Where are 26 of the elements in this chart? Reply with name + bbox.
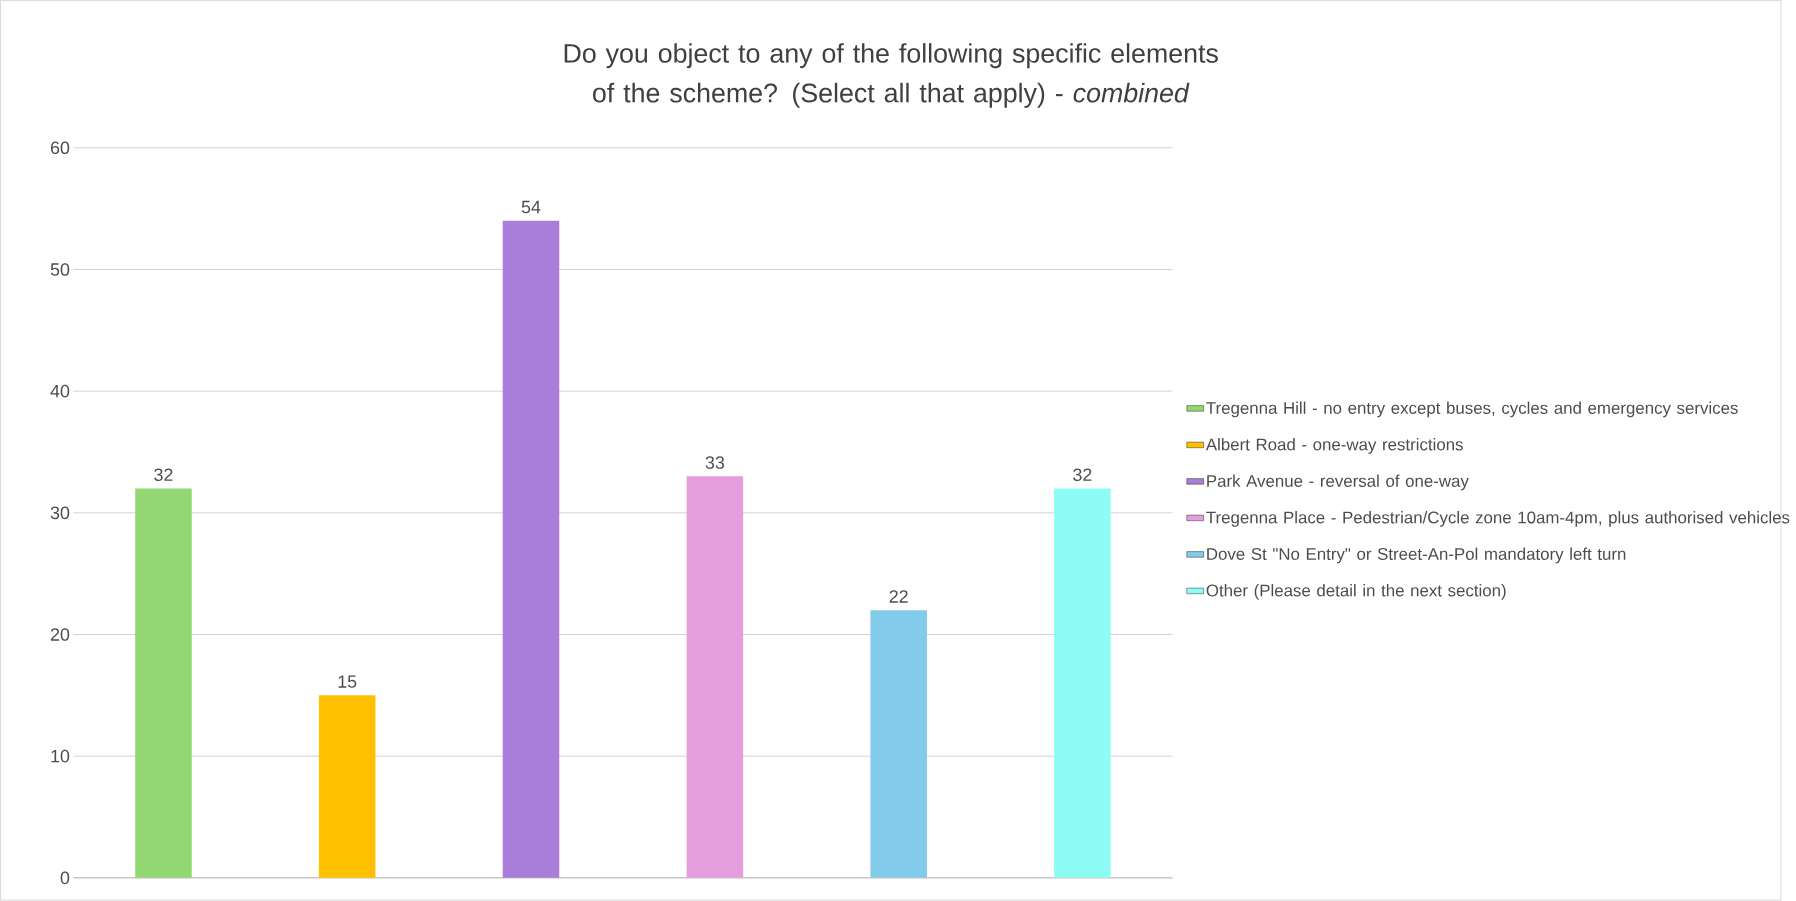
data-label: 32 <box>1073 468 1092 482</box>
data-label: 32 <box>154 468 173 482</box>
bar <box>686 476 744 879</box>
legend-label: Park Avenue - reversal of one-way <box>1207 474 1469 491</box>
data-label: 54 <box>521 201 541 214</box>
bar <box>318 695 376 879</box>
chart-title: Do you object to any of the following specific elements of the scheme? (Select all that apply) - combined <box>564 43 1218 108</box>
y-tick-label: 0 <box>60 871 70 885</box>
legend-label: Other (Please detail in the next section) <box>1206 584 1506 600</box>
data-label: 22 <box>889 590 908 603</box>
legend-label: Albert Road - one-way restrictions <box>1205 438 1463 454</box>
legend-label: Tregenna Hill - no entry except buses, cycles and emergency services <box>1206 401 1738 418</box>
data-label: 33 <box>705 456 725 470</box>
bar <box>502 220 560 879</box>
y-tick-label: 20 <box>50 628 70 641</box>
data-label: 15 <box>338 675 357 689</box>
bar <box>870 610 927 879</box>
bar <box>135 488 192 879</box>
y-tick-label: 50 <box>50 263 70 276</box>
y-tick-label: 40 <box>50 385 70 398</box>
legend-label: Dove St "No Entry" or Street-An-Pol mandatory left turn <box>1207 547 1626 564</box>
y-tick-label: 10 <box>51 750 70 763</box>
y-tick-label: 60 <box>50 141 70 155</box>
bar <box>1054 488 1111 879</box>
y-tick-label: 30 <box>50 506 70 520</box>
legend-label: Tregenna Place - Pedestrian/Cycle zone 10am-4pm, plus authorised vehicles <box>1206 511 1790 527</box>
